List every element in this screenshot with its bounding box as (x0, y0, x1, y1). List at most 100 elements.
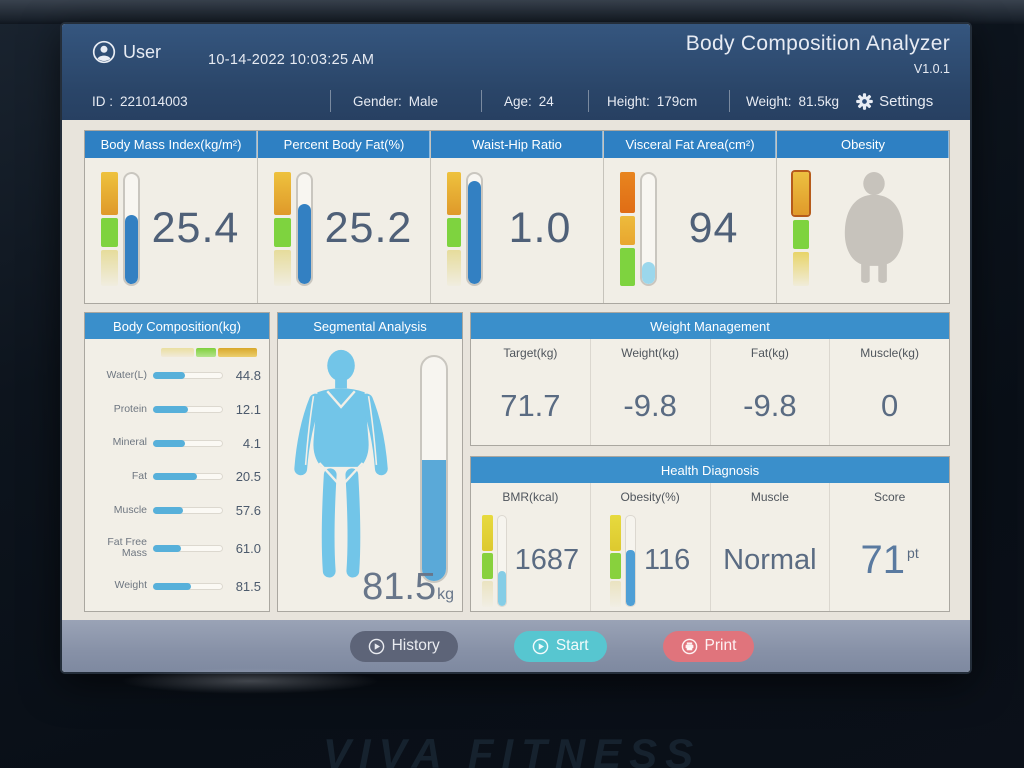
play-circle-icon (532, 638, 549, 655)
obesity-percent-value: 116 (644, 544, 691, 576)
thermometer-tube (123, 171, 140, 286)
bar (153, 439, 186, 447)
app-version: V1.0.1 (913, 62, 950, 76)
wm-col-muscle: Muscle(kg) 0 (860, 345, 919, 423)
settings-button[interactable]: Settings (855, 92, 933, 111)
screen-reflection (120, 668, 380, 694)
whr-value: 1.0 (508, 204, 572, 252)
play-circle-icon (368, 638, 385, 655)
history-button[interactable]: History (349, 630, 458, 662)
screen-content: Body Mass Index(kg/m²) (62, 120, 970, 620)
bar (153, 582, 191, 590)
metric-card-obesity: Obesity (777, 131, 949, 303)
body-composition-title: Body Composition(kg) (85, 313, 269, 339)
range-legend (161, 348, 257, 357)
thermometer-fill (642, 261, 655, 284)
bc-row-muscle: Muscle 57.6 (113, 503, 261, 519)
metric-card-vfa: Visceral Fat Area(cm²) (604, 131, 777, 303)
segmental-title: Segmental Analysis (278, 313, 462, 339)
gauge-segment-active (793, 171, 809, 215)
bc-row-mineral: Mineral 4.1 (112, 435, 261, 451)
metric-title-obesity: Obesity (777, 131, 949, 158)
hd-col-score: Score 71 pt (860, 489, 919, 583)
printer-icon (681, 638, 698, 655)
thermometer-fill (298, 204, 311, 284)
obesity-percent-gauge (610, 514, 636, 607)
gauge-segment-normal (101, 217, 118, 248)
muscle-status: Normal (723, 544, 817, 576)
metric-title-pbf: Percent Body Fat(%) (258, 131, 430, 158)
segmental-weight: 81.5 kg (362, 566, 454, 608)
gauge-segment-low (793, 252, 809, 286)
thermometer-gauge (274, 171, 313, 286)
bc-row-fat: Fat 20.5 (131, 469, 261, 485)
bar (153, 406, 188, 414)
obesity-level-gauge (793, 171, 809, 286)
score-unit: pt (907, 544, 919, 561)
gear-icon (855, 92, 874, 111)
metric-title-whr: Waist-Hip Ratio (431, 131, 603, 158)
metrics-row: Body Mass Index(kg/m²) (84, 130, 950, 304)
obese-figure-icon (835, 169, 913, 289)
bar (153, 544, 181, 552)
divider (729, 90, 730, 112)
print-button[interactable]: Print (662, 630, 755, 662)
patient-age: Age: 24 (504, 93, 554, 109)
bmr-value: 1687 (514, 544, 580, 576)
score-value: 71 (860, 538, 906, 582)
screen-header: User 10-14-2022 10:03:25 AM Body Composi… (62, 24, 970, 120)
analyzer-screen: User 10-14-2022 10:03:25 AM Body Composi… (62, 24, 970, 672)
start-button[interactable]: Start (513, 630, 607, 662)
thermometer-fill (125, 215, 138, 284)
wm-col-fat: Fat(kg) -9.8 (711, 339, 831, 445)
user-icon (92, 40, 116, 64)
user-label: User (123, 41, 162, 62)
gauge-segment-normal (481, 553, 493, 580)
bar (153, 372, 186, 380)
gauge-segment-high (101, 171, 118, 215)
monitor-top-edge (0, 0, 1024, 24)
patient-weight: Weight: 81.5kg (746, 93, 840, 109)
wm-col-weight: Weight(kg) -9.8 (591, 339, 711, 445)
metric-card-bmi: Body Mass Index(kg/m²) (85, 131, 258, 303)
thermometer-gauge (447, 171, 483, 286)
gauge-segment-normal (620, 248, 635, 286)
patient-gender: Gender: Male (353, 93, 439, 109)
gauge-segment-normal (793, 219, 809, 250)
human-body-figure (284, 345, 402, 581)
metric-title-bmi: Body Mass Index(kg/m²) (85, 131, 257, 158)
thermometer-fill (468, 181, 481, 284)
health-diagnosis-panel: Health Diagnosis BMR(kcal) (470, 456, 950, 612)
vfa-value: 94 (688, 204, 739, 252)
legend-normal (196, 348, 217, 357)
weight-management-title: Weight Management (471, 313, 949, 339)
weight-level-fill (422, 460, 446, 581)
bar (153, 507, 184, 515)
app-title: Body Composition Analyzer (685, 32, 950, 55)
bc-row-fat-free-mass: Fat Free Mass 61.0 (107, 535, 261, 560)
gauge-segment-low (447, 250, 461, 286)
bar (153, 473, 198, 481)
gauge-segment-high (620, 171, 635, 213)
hd-col-bmr: BMR(kcal) (471, 483, 591, 611)
weight-level-tube (420, 355, 448, 583)
gauge-segment-low (101, 250, 118, 286)
gauge-segment-low (481, 581, 493, 607)
device-brand-text: VIVA FITNESS (322, 730, 702, 768)
user-button[interactable]: User (92, 40, 161, 64)
metric-card-pbf: Percent Body Fat(%) 25. (258, 131, 431, 303)
body-composition-panel: Body Composition(kg) Water(L) 44.8 (84, 312, 270, 612)
bmi-value: 25.4 (151, 204, 240, 252)
legend-low (161, 348, 195, 357)
weight-management-panel: Weight Management Target(kg) 71.7 Weight… (470, 312, 950, 446)
hd-col-obesity: Obesity(%) (591, 483, 711, 611)
datetime: 10-14-2022 10:03:25 AM (208, 52, 375, 68)
gauge-segment-high (274, 171, 291, 215)
gauge-segment-high (481, 514, 493, 552)
divider (588, 90, 589, 112)
gauge-segment-low (274, 250, 291, 286)
thermometer-tube (640, 171, 657, 286)
patient-id: ID : 221014003 (92, 93, 188, 109)
wm-col-target: Target(kg) 71.7 (471, 339, 591, 445)
